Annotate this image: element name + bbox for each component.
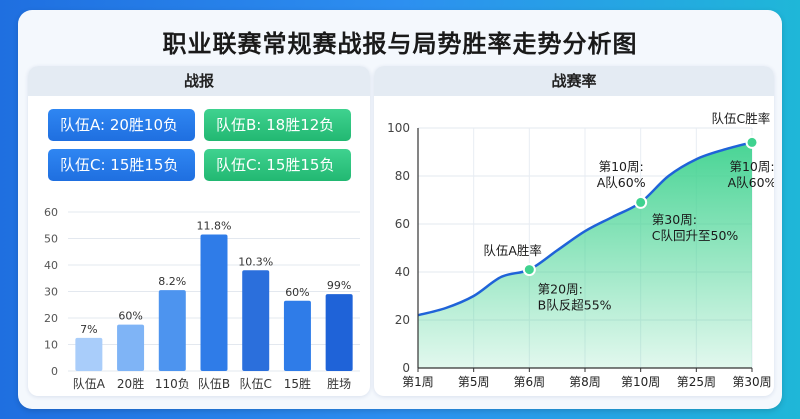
record-pill-b: 队伍B: 18胜12负: [204, 109, 351, 141]
bar-y-tick-label: 10: [44, 339, 58, 352]
bar: [158, 290, 186, 371]
area-chart: 0 20 40 60 80 100 第1周 第5周 第6周 第8周 第10周 第25周 第30周 队伍A胜…: [387, 111, 774, 389]
bar-data-label: 60%: [285, 286, 309, 299]
annotation-line: B队反超55%: [538, 298, 612, 313]
area-y-tick-label: 60: [395, 217, 410, 231]
bar-x-tick-label: 队伍C: [240, 376, 272, 391]
record-panel-header: 战报: [28, 66, 370, 96]
bar-data-label: 8.2%: [158, 275, 186, 288]
series-marker: [634, 195, 648, 209]
chart-frame: 职业联赛常规赛战报与局势胜率走势分析图 战报 队伍A: 20胜10负 队伍B: …: [18, 10, 782, 409]
annotation-line: 第30周:: [652, 212, 697, 227]
annotation-line: 第10周:: [599, 159, 644, 174]
record-panel: 战报 队伍A: 20胜10负 队伍B: 18胜12负 队伍C: 15胜15负 队…: [28, 66, 370, 396]
bar: [283, 300, 311, 371]
bar-data-label: 10.3%: [238, 255, 273, 268]
bar: [200, 234, 228, 371]
bar-x-tick-label: 20胜: [117, 376, 144, 391]
annotation-line: A队60%: [597, 175, 646, 190]
annotation-line: 队伍C胜率: [711, 111, 770, 126]
area-y-tick-label: 0: [402, 361, 410, 375]
bar: [325, 294, 353, 371]
bar-x-tick-label: 110负: [155, 377, 190, 391]
annotation-line: 第20周:: [538, 282, 583, 297]
annotation-line: A队60%: [728, 175, 774, 190]
record-pill-a: 队伍A: 20胜10负: [48, 109, 195, 141]
winrate-panel: 战赛率 0 20 40 60 80 100 第1周 第5周 第6周 第8周 第10周 第25周 第30周…: [374, 66, 774, 396]
annotation-line: 队伍A胜率: [483, 243, 542, 258]
area-y-tick-label: 20: [395, 313, 410, 327]
annotation: 第20周: B队反超55%: [538, 282, 612, 313]
area-y-tick-label: 100: [387, 121, 410, 135]
area-x-tick-label: 第8周: [569, 375, 601, 389]
area-x-tick-label: 第25周: [677, 375, 716, 389]
bar-y-tick-label: 40: [44, 259, 58, 272]
bar: [117, 324, 145, 371]
annotation: 第10周: A队60%: [597, 159, 646, 190]
bar-data-label: 60%: [118, 310, 142, 323]
bar-data-label: 99%: [327, 279, 351, 292]
bar: [75, 337, 103, 371]
bar-x-tick-label: 队伍B: [198, 376, 230, 391]
area-y-tick-label: 80: [395, 169, 410, 183]
record-pill-c: 队伍C: 15胜15负: [48, 149, 195, 181]
bar-y-tick-label: 30: [44, 286, 58, 299]
bar-y-tick-label: 60: [44, 206, 58, 219]
annotation: 队伍C胜率: [711, 111, 770, 126]
annotation: 队伍A胜率: [483, 243, 542, 258]
series-marker: [522, 263, 536, 277]
winrate-panel-header: 战赛率: [374, 66, 774, 96]
bar: [242, 270, 270, 371]
annotation-line: C队回升至50%: [652, 228, 739, 243]
area-x-tick-label: 第30周: [732, 375, 771, 389]
series-line: [417, 141, 753, 317]
bar-chart: 0 10 20 30 40 50 60 7% 队伍A 60% 20胜 8.2% 110负 11.8% 队伍B…: [44, 206, 360, 391]
area-fill: [418, 142, 752, 368]
record-pill-c2: 队伍C: 15胜15负: [204, 149, 351, 181]
bar-y-tick-label: 50: [44, 233, 58, 246]
bar-data-label: 7%: [80, 323, 97, 336]
series-marker: [745, 135, 759, 149]
bar-y-tick-label: 0: [51, 365, 58, 378]
bar-x-tick-label: 胜场: [327, 376, 351, 391]
bar-x-tick-label: 15胜: [284, 376, 311, 391]
area-x-tick-label: 第1周: [402, 375, 434, 389]
area-x-tick-label: 第10周: [621, 375, 660, 389]
bar-y-tick-label: 20: [44, 312, 58, 325]
area-x-tick-label: 第6周: [514, 375, 546, 389]
main-title: 职业联赛常规赛战报与局势胜率走势分析图: [162, 30, 638, 58]
annotation: 第30周: C队回升至50%: [652, 212, 739, 243]
annotation: 第10周: A队60%: [728, 159, 774, 190]
bar-data-label: 11.8%: [197, 220, 232, 233]
area-x-tick-label: 第5周: [458, 375, 490, 389]
area-y-tick-label: 40: [395, 265, 410, 279]
annotation-line: 第10周:: [729, 159, 774, 174]
bar-x-tick-label: 队伍A: [73, 376, 106, 391]
